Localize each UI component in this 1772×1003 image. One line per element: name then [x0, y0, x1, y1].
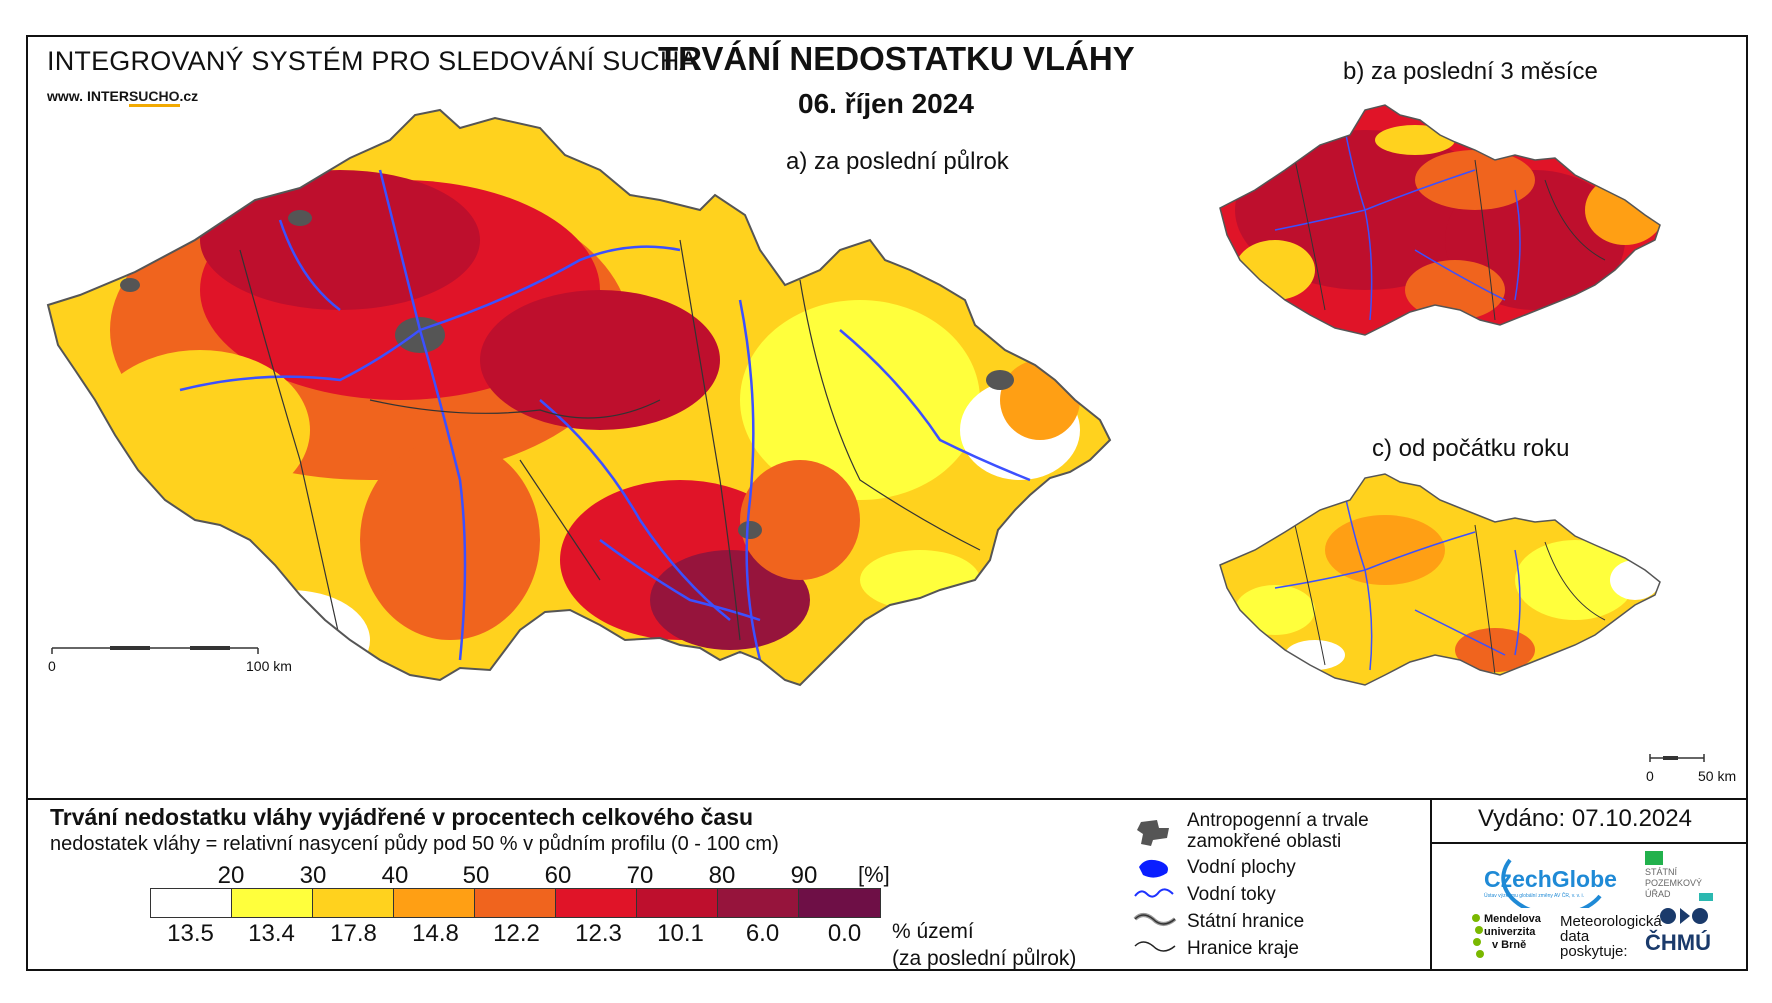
area-percent: 12.2 [493, 920, 540, 947]
color-class-3 [394, 889, 475, 917]
color-class-7 [718, 889, 799, 917]
legend-threshold: 20 [217, 862, 245, 889]
area-percent: 12.3 [575, 920, 622, 947]
legend-threshold: 90 [790, 862, 818, 889]
area-percent: 17.8 [330, 920, 377, 947]
scale-a-start: 0 [48, 658, 56, 674]
scale-a-end: 100 km [246, 658, 292, 674]
mendel-dots-icon [1472, 914, 1484, 958]
urban-area-icon [1137, 820, 1169, 846]
color-class-5 [556, 889, 637, 917]
map-b-caption: b) za poslední 3 měsíce [1343, 58, 1598, 85]
map-frame [26, 35, 1748, 971]
legend-subtitle: nedostatek vláhy = relativní nasycení pů… [50, 833, 779, 855]
area-percent: 13.5 [167, 920, 214, 947]
legend-threshold: 40 [381, 862, 409, 889]
legend-threshold: 70 [626, 862, 654, 889]
scale-c-end: 50 km [1698, 768, 1737, 784]
region-border-icon [1134, 941, 1176, 952]
meteo-data-label: Meteorologická data poskytuje: [1560, 913, 1662, 960]
map-b-3-months [1219, 104, 1661, 336]
legend-unit: [%] [858, 862, 890, 887]
chmu-mark-icon [1660, 908, 1708, 924]
system-name: INTEGROVANÝ SYSTÉM PRO SLEDOVÁNÍ SUCHA [47, 46, 698, 76]
divider [1430, 798, 1432, 971]
legend-threshold: 30 [299, 862, 327, 889]
issued-date: Vydáno: 07.10.2024 [1478, 805, 1692, 832]
page-title: TRVÁNÍ NEDOSTATKU VLÁHY [658, 40, 1135, 77]
spu-logo: STÁTNÍ POZEMKOVÝ ÚŘAD [1645, 851, 1713, 901]
color-class-6 [637, 889, 718, 917]
area-percent: 0.0 [827, 920, 862, 947]
map-c-caption: c) od počátku roku [1372, 435, 1570, 462]
color-class-8 [799, 889, 880, 917]
map-a-caption: a) za poslední půlrok [786, 148, 1009, 175]
legend-threshold: 60 [544, 862, 572, 889]
legend-threshold: 50 [462, 862, 490, 889]
color-scale [150, 888, 881, 918]
divider [26, 798, 1748, 800]
czechglobe-arc-icon [1501, 858, 1602, 908]
scale-bar-a [51, 646, 259, 654]
area-percent: 13.4 [248, 920, 295, 947]
river-icon [1134, 888, 1174, 898]
legend-threshold: 80 [708, 862, 736, 889]
area-percent: 6.0 [745, 920, 780, 947]
state-border-icon [1133, 913, 1177, 926]
area-percent: 14.8 [412, 920, 459, 947]
scale-bar-c [1649, 754, 1705, 762]
map-c-year-to-date [1219, 473, 1661, 686]
color-class-1 [232, 889, 313, 917]
chmu-logo: ČHMÚ [1645, 930, 1711, 955]
map-date: 06. říjen 2024 [798, 88, 974, 119]
legend-title: Trvání nedostatku vláhy vyjádřené v proc… [50, 804, 754, 830]
color-class-4 [475, 889, 556, 917]
water-body-icon [1139, 859, 1168, 878]
map-a-half-year [47, 109, 1111, 686]
divider [1430, 842, 1748, 844]
website-link[interactable]: www. INTERSUCHO.cz [47, 88, 198, 107]
color-class-2 [313, 889, 394, 917]
area-percent-label: % území (za poslední půlrok) [892, 920, 1077, 970]
color-class-0 [151, 889, 232, 917]
scale-c-start: 0 [1646, 768, 1654, 784]
area-percent: 10.1 [657, 920, 704, 947]
